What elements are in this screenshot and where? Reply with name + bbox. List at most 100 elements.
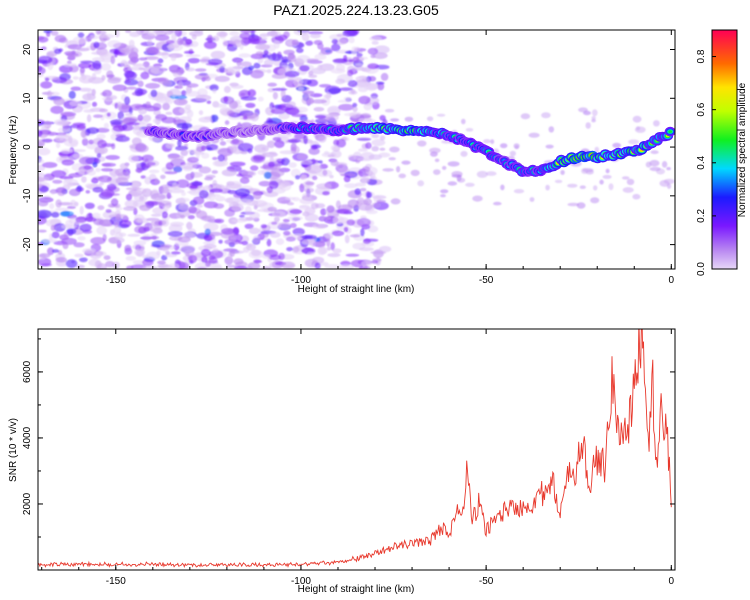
spectrogram-noise-blob	[96, 153, 102, 158]
spectrogram-noise-blob	[99, 108, 108, 113]
spectrogram-noise-blob	[194, 68, 207, 72]
spectrogram-noise-blob	[114, 231, 123, 240]
spectrogram-noise-blob	[201, 145, 206, 152]
spectrogram-noise-blob	[54, 119, 69, 125]
spectrogram-noise-blob	[181, 163, 197, 170]
spectrogram-noise-blob	[130, 264, 147, 269]
spectrogram-noise-blob	[312, 175, 318, 181]
spectrogram-noise-blob	[203, 41, 217, 49]
spectrogram-noise-blob	[101, 75, 106, 81]
spectrogram-noise-blob	[161, 219, 170, 227]
spectrogram-noise-blob	[125, 30, 132, 33]
snr-series-line	[38, 329, 672, 569]
spectrogram-noise-blob	[266, 140, 276, 149]
spectrogram-noise-blob	[132, 125, 141, 130]
spectrogram-noise-blob	[213, 203, 225, 209]
spectrogram-noise-blob	[100, 168, 114, 172]
spectrogram-noise-blob	[311, 144, 321, 149]
spectrogram-noise-blob	[366, 191, 373, 199]
spectrogram-noise-blob	[329, 174, 334, 179]
spectrogram-noise-blob	[137, 114, 144, 122]
spectrogram-noise-blob	[187, 215, 195, 220]
spectrogram-noise-blob	[142, 258, 154, 266]
spectrogram-noise-blob	[141, 188, 153, 198]
spectrogram-noise-blob	[124, 71, 137, 80]
spectrogram-noise-blob	[288, 68, 296, 71]
colorbar: 0.0 0.2 0.4 0.6 0.8 Normalized spectral ampl…	[696, 29, 748, 276]
spectrogram-noise-blob	[127, 66, 144, 71]
spectrogram-noise-blob	[187, 156, 199, 163]
spectrogram-noise-blob	[250, 154, 266, 164]
spectrogram-noise-blob	[162, 247, 169, 252]
spectrogram-noise-blob	[240, 61, 252, 67]
spectrogram-noise-blob	[65, 259, 78, 269]
spectrogram-noise-blob	[50, 224, 56, 231]
spectrogram-noise-blob	[305, 181, 315, 186]
spectrogram-noise-blob	[434, 158, 440, 163]
spectrogram-noise-blob	[44, 77, 50, 82]
spectrogram-noise-blob	[139, 204, 151, 211]
spectrogram-noise-blob	[80, 60, 95, 64]
spectrogram-noise-blob	[47, 61, 54, 71]
spectrogram-noise-blob	[205, 193, 221, 197]
spectrogram-noise-blob	[269, 180, 279, 190]
snr-y-axis-label: SNR (10 * v/v)	[8, 418, 19, 482]
spectrogram-noise-blob	[119, 163, 129, 170]
spectrogram-noise-blob	[375, 257, 381, 266]
spectrogram-noise-blob	[263, 49, 269, 55]
spectrogram-noise-blob	[86, 114, 92, 123]
spectrogram-noise-blob	[258, 180, 272, 187]
spectrogram-noise-blob	[165, 111, 173, 115]
spectrogram-noise-blob	[185, 38, 193, 45]
spectrogram-noise-blob	[150, 193, 166, 201]
spectrogram-noise-blob	[110, 119, 124, 126]
spectrogram-noise-blob	[219, 141, 227, 146]
spectrogram-noise-blob	[307, 31, 324, 35]
spectrogram-noise-blob	[57, 202, 74, 206]
spectrogram-noise-blob	[168, 30, 181, 33]
spectrogram-noise-blob	[336, 138, 347, 148]
spectrogram-noise-blob	[370, 250, 387, 255]
spectrogram-noise-blob	[118, 124, 134, 132]
spectrogram-noise-blob	[187, 57, 200, 64]
spectrogram-noise-blob	[365, 209, 378, 215]
spectrogram-noise-blob	[451, 171, 463, 177]
spectrogram-noise-blob	[194, 73, 210, 80]
spectrogram-noise-blob	[84, 217, 97, 222]
spectrogram-noise-blob	[83, 109, 95, 113]
spectrogram-noise-blob	[101, 162, 117, 167]
spectrogram-noise-blob	[331, 38, 338, 45]
spectrogram-noise-blob	[140, 175, 146, 179]
spectrogram-x-tick-label: 0	[669, 275, 675, 286]
spectrogram-noise-blob	[314, 135, 327, 140]
spectrogram-noise-blob	[401, 160, 411, 165]
spectrogram-noise-blob	[52, 179, 63, 184]
spectrogram-noise-blob	[490, 139, 495, 145]
spectrogram-noise-blob	[54, 48, 62, 55]
spectrogram-noise-blob	[38, 172, 45, 177]
spectrogram-noise	[38, 30, 675, 269]
spectrogram-noise-blob	[320, 208, 327, 216]
spectrogram-noise-blob	[332, 215, 345, 225]
spectrogram-noise-blob	[103, 255, 111, 260]
spectrogram-noise-blob	[250, 165, 259, 171]
spectrogram-noise-blob	[447, 181, 458, 186]
spectrogram-noise-blob	[197, 186, 205, 192]
spectrogram-noise-blob	[360, 113, 371, 119]
spectrogram-noise-blob	[650, 150, 659, 155]
spectrogram-noise-blob	[38, 176, 49, 182]
spectrogram-noise-blob	[316, 169, 333, 178]
spectrogram-ridge-cell	[668, 130, 672, 133]
spectrogram-noise-blob	[158, 221, 163, 226]
spectrogram-noise-blob	[50, 105, 64, 114]
spectrogram-noise-blob	[38, 147, 51, 156]
spectrogram-noise-blob	[334, 162, 348, 168]
spectrogram-noise-blob	[150, 66, 166, 75]
spectrogram-noise-blob	[229, 237, 236, 242]
spectrogram-noise-blob	[92, 186, 104, 193]
spectrogram-noise-blob	[221, 169, 237, 177]
spectrogram-noise-blob	[257, 96, 264, 102]
spectrogram-noise-blob	[436, 113, 446, 117]
spectrogram-noise-blob	[209, 188, 223, 193]
spectrogram-noise-blob	[218, 239, 223, 244]
